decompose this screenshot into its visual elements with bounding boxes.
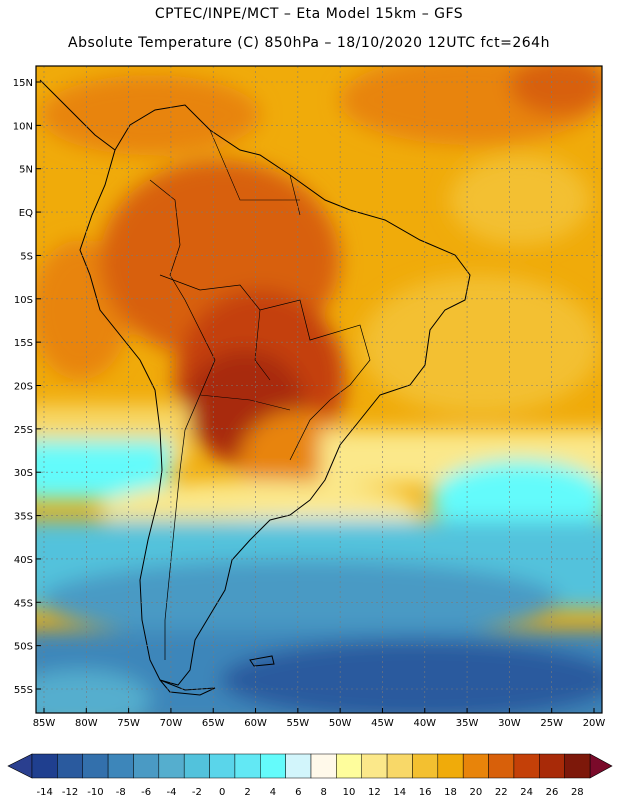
tierra-del-fuego [159,679,216,696]
title-line-1: CPTEC/INPE/MCT – Eta Model 15km – GFS [154,6,464,22]
colorbar-label: 18 [444,787,457,798]
lon-label: 30W [498,718,521,729]
lat-label: 50S [14,642,33,653]
colorbar-label: -14 [37,787,53,798]
colorbar-label: -6 [141,787,151,798]
lat-label: 35S [14,512,33,523]
latitude-labels: 15N 10N 5N EQ 5S 10S 15S 20S 25S 30S 35S 40S 45S 50S 5… [13,78,33,696]
central-america-outline [39,79,116,151]
colorbar-label: 0 [219,787,225,798]
title-line-2: Absolute Temperature (C) 850hPa – 18/10/… [68,35,550,51]
lon-label: 60W [244,718,267,729]
colorbar-label: 6 [295,787,301,798]
lat-label: EQ [19,208,33,219]
colorbar-label: 12 [368,787,381,798]
colorbar-label: 4 [270,787,276,798]
colorbar-swatch [107,753,134,779]
lat-label: 30S [14,468,33,479]
lat-label: 45S [14,598,33,609]
colorbar [7,753,613,779]
lon-label: 65W [202,718,225,729]
colorbar-swatch [209,753,236,779]
colorbar-label: -8 [116,787,126,798]
colorbar-swatch [133,753,160,779]
colorbar-label: 22 [495,787,508,798]
lat-lon-grid [36,66,602,713]
colorbar-over-arrow [589,753,613,779]
colorbar-swatch [564,753,591,779]
colorbar-swatch [285,753,312,779]
colorbar-swatch [513,753,540,779]
colorbar-swatch [412,753,439,779]
colorbar-swatch [31,753,58,779]
colorbar-swatch [82,753,109,779]
lat-label: 5N [19,165,33,176]
colorbar-swatch [158,753,185,779]
longitude-labels: 85W 80W 75W 70W 65W 60W 55W 50W 45W 40W 35W 30W 25W 2… [33,718,606,729]
lat-label: 10S [14,295,33,306]
colorbar-label: -4 [167,787,177,798]
lon-label: 35W [456,718,479,729]
lon-label: 85W [33,718,56,729]
colorbar-label: -12 [62,787,78,798]
inner-borders [199,129,301,411]
lon-label: 55W [287,718,310,729]
colorbar-label: 20 [469,787,482,798]
lon-label: 50W [329,718,352,729]
map-frame [35,65,603,714]
temperature-field [36,66,602,713]
colorbar-swatch [183,753,210,779]
colorbar-swatch [234,753,261,779]
colorbar-swatch [260,753,286,779]
colorbar-label: 14 [393,787,406,798]
lat-label: 15S [14,338,33,349]
lon-label: 80W [75,718,98,729]
colorbar-label: 10 [343,787,356,798]
colorbar-label: 24 [520,787,533,798]
lon-label: 25W [540,718,563,729]
colorbar-swatch [57,753,83,779]
colorbar-swatch [361,753,388,779]
colorbar-swatch [310,753,337,779]
colorbar-label: 2 [244,787,250,798]
colorbar-swatch [462,753,489,779]
colorbar-swatch [386,753,413,779]
falkland-islands [249,655,275,667]
colorbar-swatch [336,753,362,779]
colorbar-label: 16 [419,787,432,798]
colorbar-swatch [539,753,565,779]
brazil-border [159,274,371,461]
colorbar-swatch [488,753,515,779]
colorbar-label: 8 [320,787,326,798]
lat-label: 15N [13,78,33,89]
lat-label: 40S [14,555,33,566]
lat-label: 10N [13,121,33,132]
colorbar-label: 28 [571,787,584,798]
lon-label: 70W [160,718,183,729]
land-outlines [39,79,471,696]
colorbar-swatch [437,753,464,779]
south-america-outline [79,104,471,686]
lon-label: 40W [413,718,436,729]
lon-label: 45W [371,718,394,729]
lat-label: 5S [20,251,33,262]
colorbar-under-arrow [7,753,33,779]
colorbar-label: -10 [87,787,103,798]
lat-label: 55S [14,685,33,696]
lat-label: 20S [14,382,33,393]
lat-label: 25S [14,425,33,436]
lon-label: 75W [117,718,140,729]
colorbar-label: -2 [192,787,202,798]
colorbar-labels: -14 -12 -10 -8 -6 -4 -2 0 2 4 6 8 10 12 14 16 18 20 22 24 26… [37,787,584,798]
colorbar-label: 26 [546,787,559,798]
lon-label: 20W [583,718,606,729]
